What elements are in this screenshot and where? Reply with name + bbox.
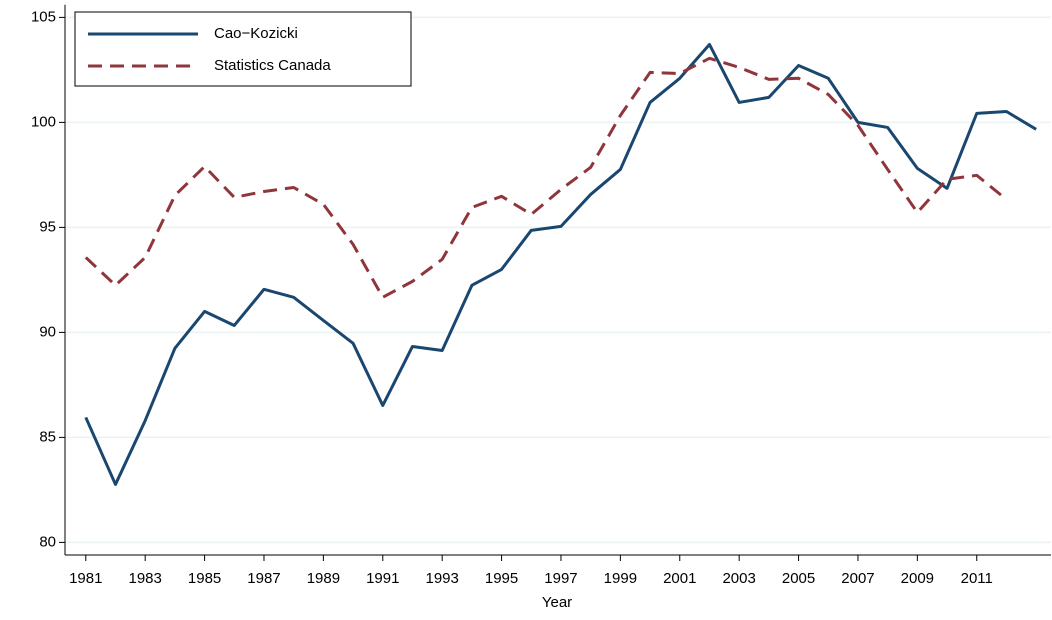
legend-label: Statistics Canada (214, 57, 331, 74)
x-tick-label: 2011 (961, 570, 993, 587)
y-tick-label: 100 (31, 113, 56, 130)
x-tick-label: 1991 (366, 570, 399, 587)
legend-label: Cao−Kozicki (214, 25, 298, 42)
x-tick-label: 1995 (485, 570, 518, 587)
y-tick-label: 80 (39, 533, 56, 550)
x-tick-label: 2001 (663, 570, 696, 587)
x-tick-label: 1989 (307, 570, 340, 587)
x-tick-label: 1985 (188, 570, 221, 587)
x-tick-label: 2005 (782, 570, 815, 587)
x-axis-label: Year (542, 594, 572, 611)
y-tick-label: 95 (39, 218, 56, 235)
y-tick-label: 105 (31, 8, 56, 25)
x-tick-label: 1983 (128, 570, 161, 587)
x-tick-label: 1987 (247, 570, 280, 587)
x-tick-label: 1993 (425, 570, 458, 587)
y-tick-label: 90 (39, 323, 56, 340)
legend-box (74, 11, 412, 87)
x-tick-label: 2009 (901, 570, 934, 587)
x-tick-label: 1997 (544, 570, 577, 587)
y-tick-label: 85 (39, 428, 56, 445)
series-line (84, 42, 1037, 486)
series-line (84, 56, 1008, 299)
x-tick-label: 1981 (69, 570, 102, 587)
x-tick-label: 2007 (841, 570, 874, 587)
x-tick-label: 1999 (604, 570, 637, 587)
x-tick-label: 2003 (722, 570, 755, 587)
